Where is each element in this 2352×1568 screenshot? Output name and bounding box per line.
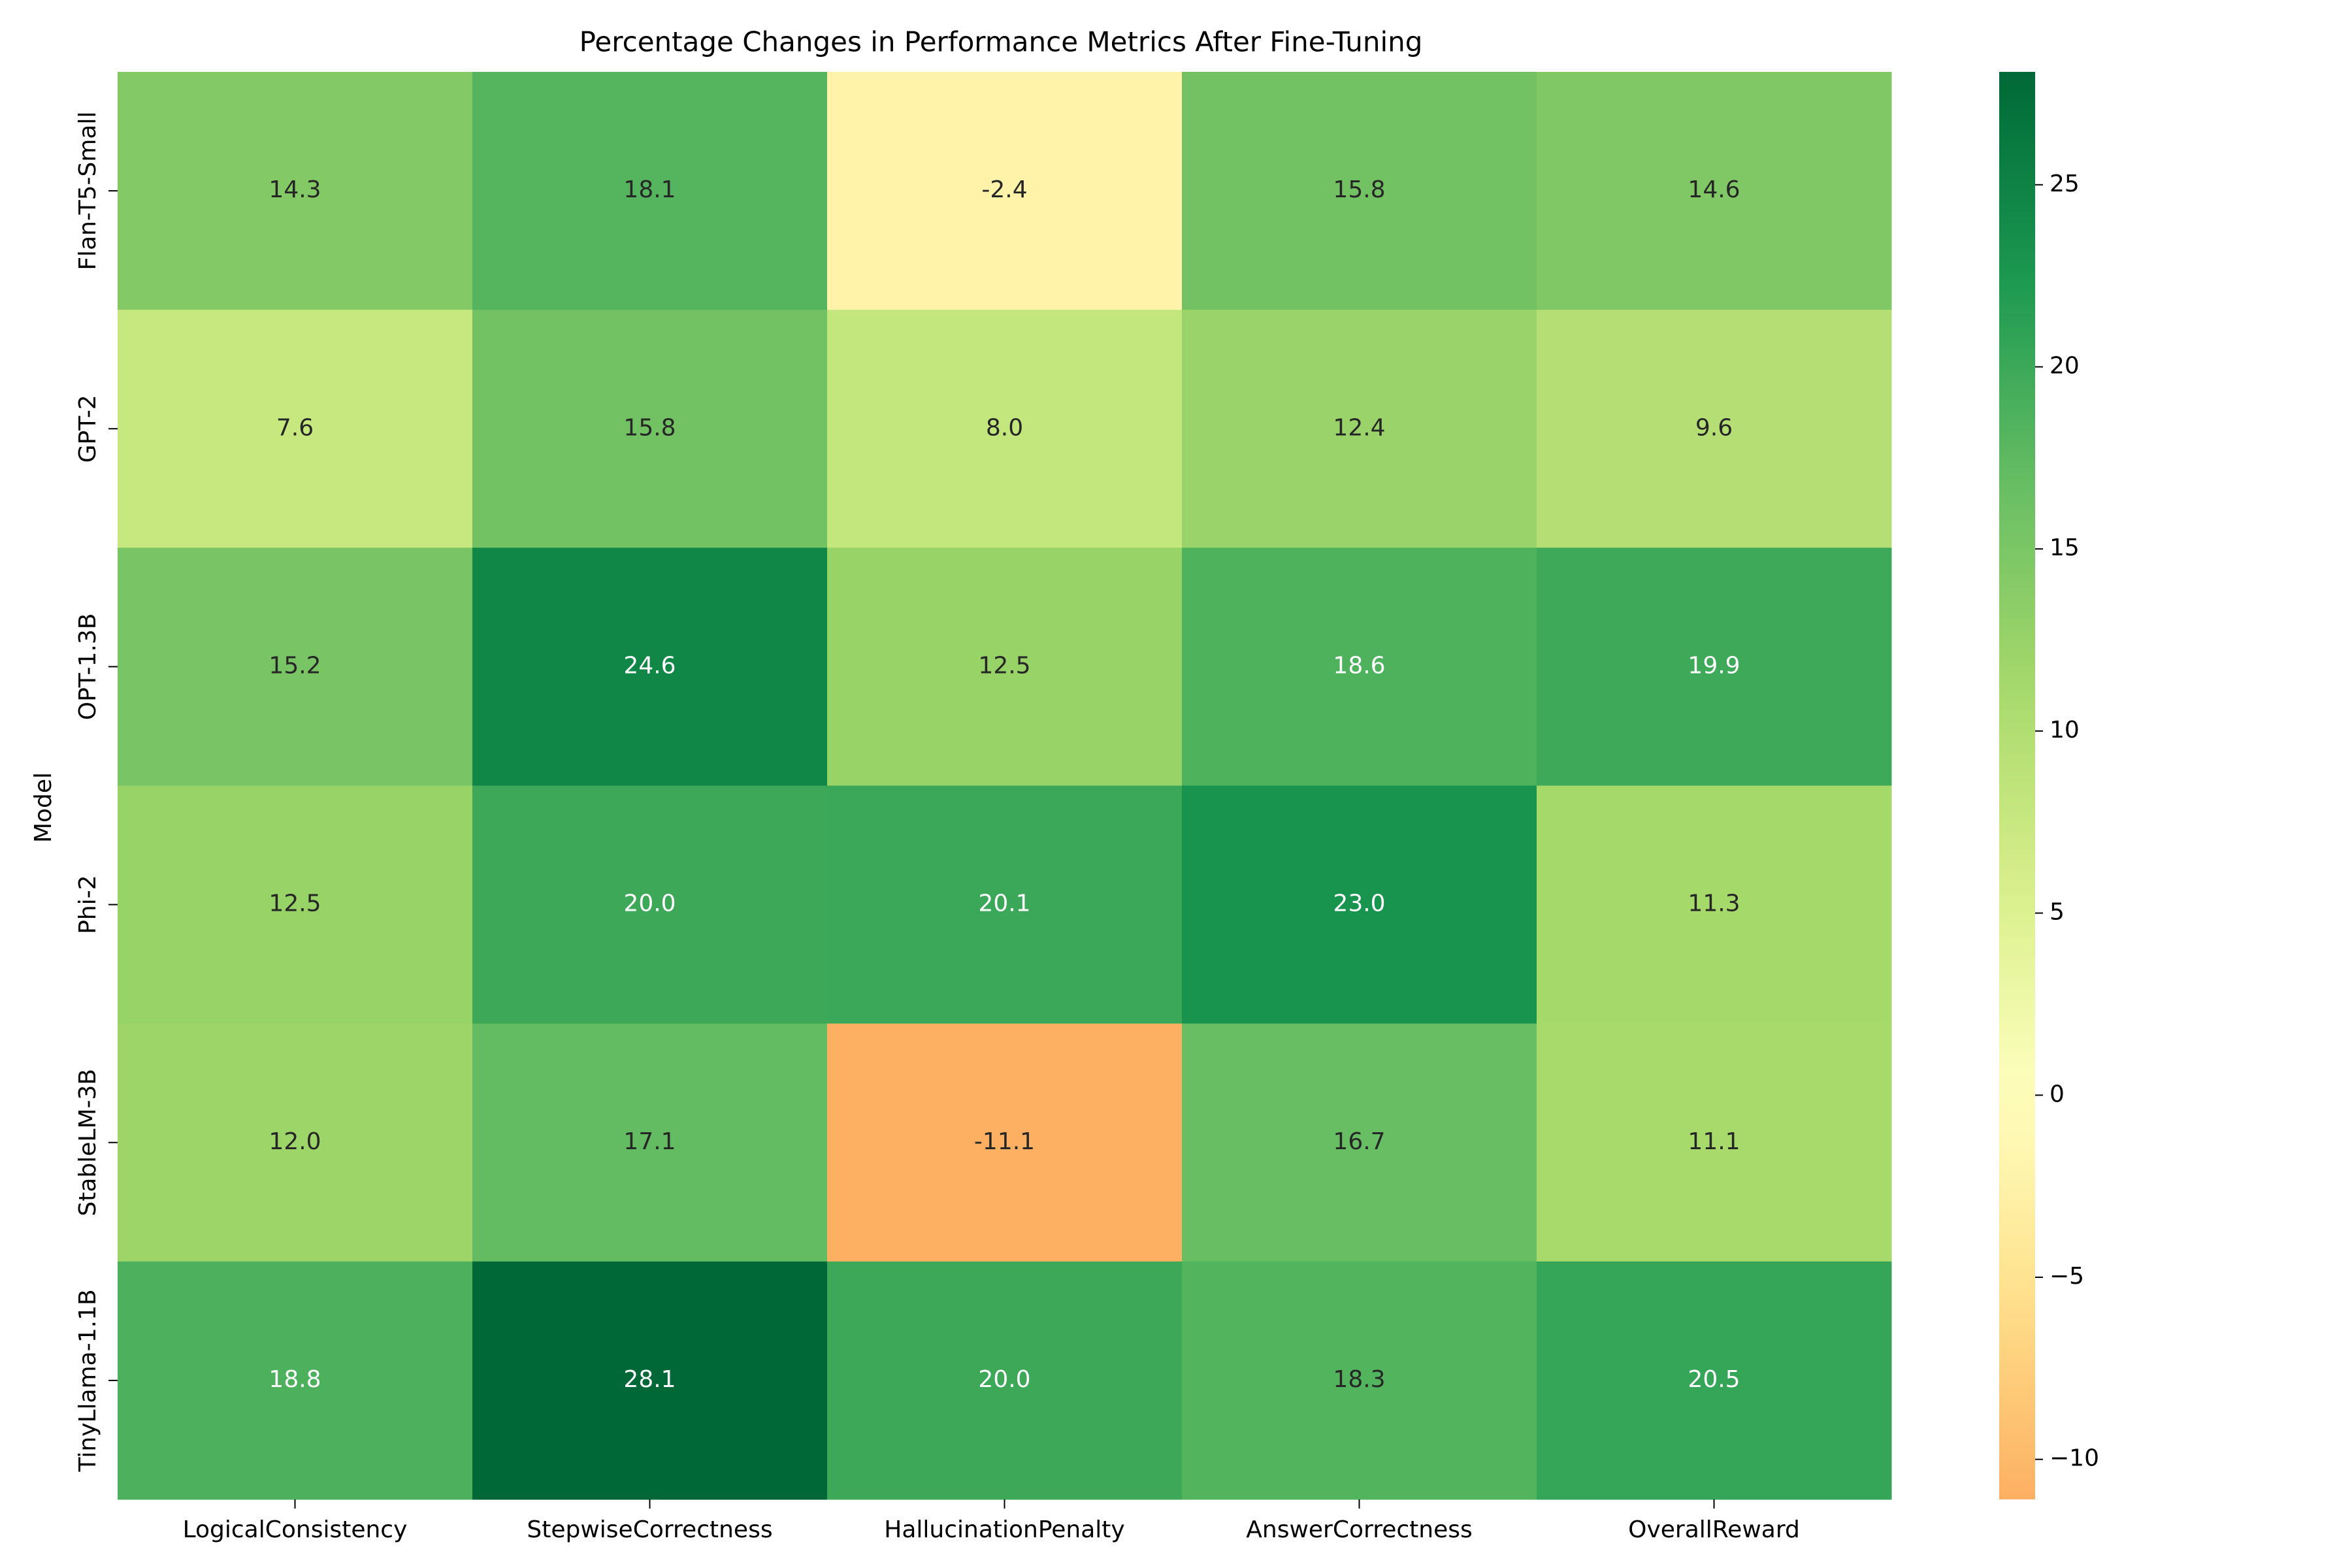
- y-tick-label: StableLM-3B: [74, 1069, 101, 1217]
- cell-value-label: 20.5: [1688, 1366, 1740, 1393]
- colorbar-tick-label: 10: [2050, 717, 2080, 743]
- cell-value-label: 20.0: [978, 1366, 1030, 1393]
- cell-value-label: 20.1: [978, 890, 1030, 917]
- heatmap-cell: [1537, 1023, 1892, 1262]
- heatmap-cell: [1537, 785, 1892, 1024]
- cell-value-label: 15.8: [623, 414, 676, 441]
- y-tick-label: TinyLlama-1.1B: [74, 1289, 101, 1472]
- cell-value-label: 20.0: [623, 890, 676, 917]
- cell-value-label: 12.5: [269, 890, 321, 917]
- y-tick-label: Phi-2: [74, 875, 101, 934]
- y-tick-label: GPT-2: [74, 395, 101, 463]
- y-tick-label: Flan-T5-Small: [74, 112, 101, 270]
- cell-value-label: 11.1: [1688, 1128, 1740, 1155]
- heatmap-cell: [1182, 72, 1537, 310]
- y-axis-label: Model: [30, 772, 57, 843]
- heatmap-cell: [118, 1261, 473, 1500]
- heatmap-cell: [118, 1023, 473, 1262]
- cell-value-label: 18.6: [1333, 652, 1385, 679]
- colorbar-gradient: [1999, 72, 2035, 1499]
- colorbar-tick-label: −10: [2050, 1445, 2099, 1472]
- heatmap-cells: [118, 72, 1892, 1500]
- y-axis: Flan-T5-Small GPT-2 OPT-1.3B Phi-2 StableLM-…: [74, 112, 118, 1473]
- heatmap-cell: [118, 310, 473, 548]
- colorbar-tick-label: 20: [2050, 352, 2080, 379]
- heatmap-cell: [827, 547, 1183, 786]
- cell-value-label: 14.6: [1688, 176, 1740, 203]
- heatmap-cell: [827, 310, 1183, 548]
- cell-value-label: 19.9: [1688, 652, 1740, 679]
- x-tick-label: HallucinationPenalty: [884, 1516, 1124, 1543]
- x-tick-label: StepwiseCorrectness: [527, 1516, 772, 1543]
- cell-value-label: -2.4: [981, 176, 1027, 203]
- cell-value-label: -11.1: [974, 1128, 1035, 1155]
- cell-value-label: 16.7: [1333, 1128, 1385, 1155]
- heatmap-cell: [827, 785, 1183, 1024]
- heatmap-cell: [1537, 310, 1892, 548]
- cell-value-label: 9.6: [1695, 414, 1733, 441]
- heatmap-cell: [1182, 547, 1537, 786]
- heatmap-cell: [1182, 1261, 1537, 1500]
- heatmap-cell: [472, 785, 828, 1024]
- y-tick-label: OPT-1.3B: [74, 613, 101, 721]
- cell-value-label: 11.3: [1688, 890, 1740, 917]
- heatmap-cell-labels: 14.3 18.1 -2.4 15.8 14.6 7.6 15.8 8.0 12.4 9.6 15.…: [269, 176, 1740, 1393]
- heatmap-cell: [118, 547, 473, 786]
- cell-value-label: 28.1: [623, 1366, 676, 1393]
- heatmap-cell: [1537, 1261, 1892, 1500]
- heatmap-cell: [827, 72, 1183, 310]
- x-tick-label: LogicalConsistency: [183, 1516, 408, 1543]
- heatmap-cell: [1537, 547, 1892, 786]
- heatmap-cell: [1537, 72, 1892, 310]
- heatmap-cell: [472, 1023, 828, 1262]
- cell-value-label: 18.8: [269, 1366, 321, 1393]
- cell-value-label: 8.0: [986, 414, 1023, 441]
- heatmap-cell: [118, 785, 473, 1024]
- cell-value-label: 7.6: [276, 414, 314, 441]
- cell-value-label: 18.1: [623, 176, 676, 203]
- cell-value-label: 14.3: [269, 176, 321, 203]
- heatmap-cell: [472, 72, 828, 310]
- colorbar-tick-label: 5: [2050, 899, 2065, 926]
- cell-value-label: 15.2: [269, 652, 321, 679]
- cell-value-label: 17.1: [623, 1128, 676, 1155]
- colorbar-tick-label: 15: [2050, 534, 2080, 561]
- colorbar-tick-label: 0: [2050, 1081, 2065, 1107]
- cell-value-label: 12.0: [269, 1128, 321, 1155]
- heatmap-cell: [827, 1023, 1183, 1262]
- heatmap-cell: [1182, 310, 1537, 548]
- x-axis: LogicalConsistency StepwiseCorrectness Hal…: [183, 1499, 1800, 1543]
- heatmap-cell: [1182, 785, 1537, 1024]
- colorbar: −10 −5 0 5 10 15 20 25: [1999, 72, 2099, 1499]
- chart-title: Percentage Changes in Performance Metric…: [580, 26, 1423, 58]
- heatmap-cell: [118, 72, 473, 310]
- heatmap-cell: [472, 1261, 828, 1500]
- heatmap-cell: [472, 547, 828, 786]
- x-tick-label: OverallReward: [1628, 1516, 1800, 1543]
- cell-value-label: 18.3: [1333, 1366, 1385, 1393]
- colorbar-tick-label: 25: [2050, 171, 2080, 197]
- heatmap-cell: [1182, 1023, 1537, 1262]
- cell-value-label: 15.8: [1333, 176, 1385, 203]
- cell-value-label: 12.5: [978, 652, 1030, 679]
- colorbar-tick-label: −5: [2050, 1263, 2084, 1290]
- heatmap-cell: [827, 1261, 1183, 1500]
- cell-value-label: 24.6: [623, 652, 676, 679]
- cell-value-label: 12.4: [1333, 414, 1385, 441]
- heatmap-cell: [472, 310, 828, 548]
- x-tick-label: AnswerCorrectness: [1246, 1516, 1472, 1543]
- cell-value-label: 23.0: [1333, 890, 1385, 917]
